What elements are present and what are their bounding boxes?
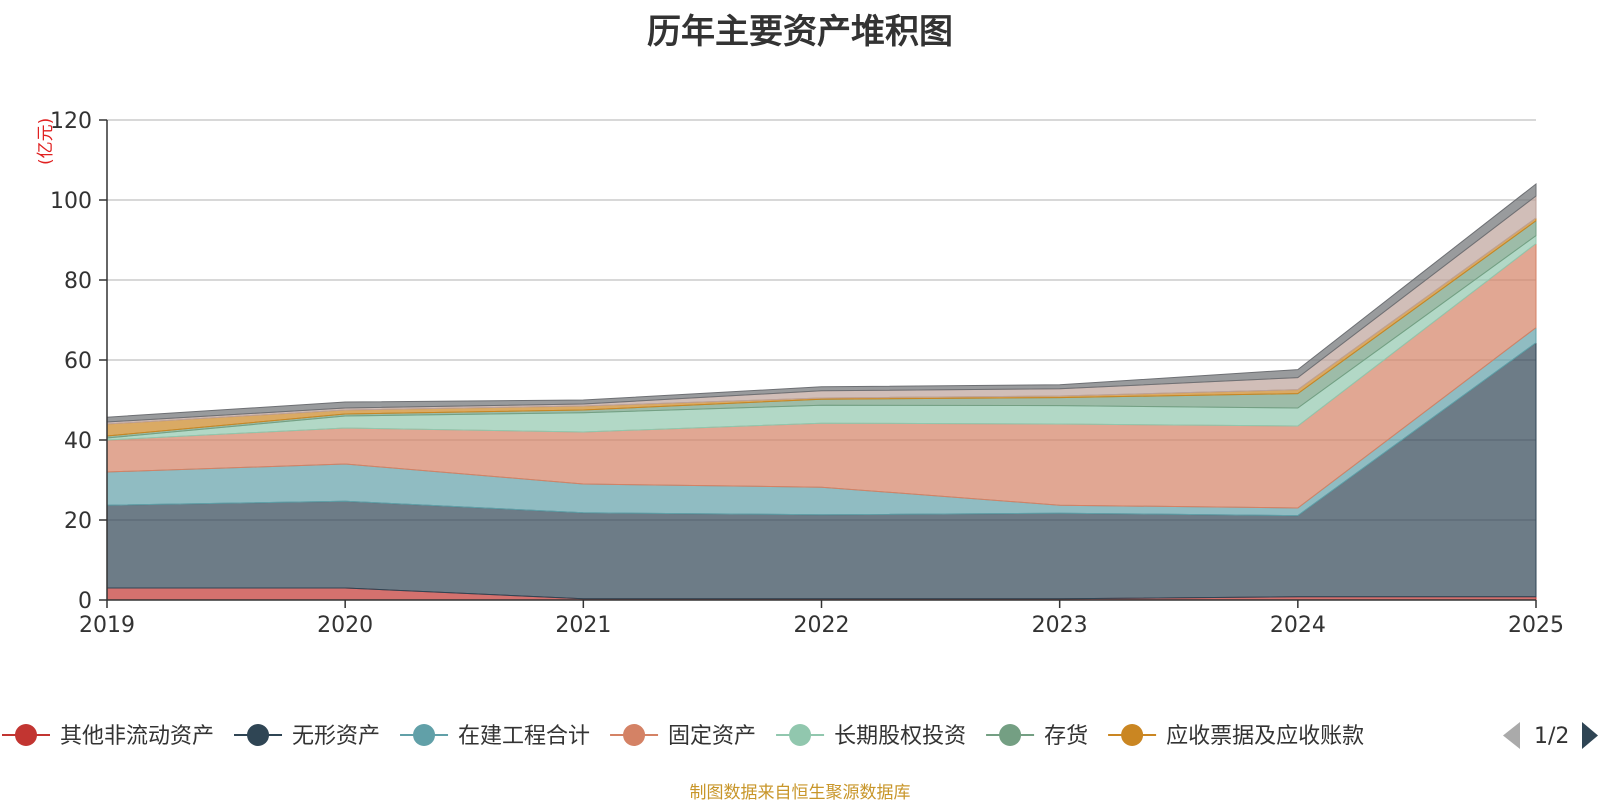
y-tick-label: 100: [50, 189, 92, 214]
x-tick-label: 2024: [1270, 613, 1326, 638]
legend-label: 应收票据及应收账款: [1166, 724, 1364, 749]
legend-circle-icon: [623, 724, 646, 746]
legend-label: 在建工程合计: [458, 724, 590, 749]
legend-page-indicator: 1/2: [1534, 724, 1569, 749]
x-tick-label: 2019: [79, 613, 135, 638]
legend-prev-icon[interactable]: [1503, 722, 1520, 749]
y-tick-label: 20: [64, 509, 92, 534]
legend-circle-icon: [15, 724, 37, 746]
area-series-8[interactable]: [106, 182, 1537, 423]
y-tick-label: 0: [78, 589, 92, 614]
legend-next-icon[interactable]: [1582, 722, 1598, 749]
source-note: 制图数据来自恒生聚源数据库: [689, 783, 911, 803]
x-tick-label: 2020: [317, 613, 373, 638]
legend-circle-icon: [999, 724, 1022, 746]
legend-item[interactable]: 应收票据及应收账款: [1108, 724, 1364, 749]
legend-circle-icon: [413, 724, 436, 746]
x-tick-label: 2021: [555, 613, 611, 638]
legend-label: 固定资产: [668, 724, 756, 749]
legend-item[interactable]: 无形资产: [234, 724, 380, 749]
legend-item[interactable]: 在建工程合计: [400, 724, 590, 749]
legend-label: 长期股权投资: [834, 724, 966, 749]
legend-circle-icon: [789, 724, 812, 746]
legend-item[interactable]: 其他非流动资产: [2, 724, 214, 749]
y-tick-label: 60: [64, 349, 92, 374]
legend-circle-icon: [1121, 724, 1144, 746]
legend-label: 无形资产: [292, 724, 380, 749]
x-tick-label: 2023: [1032, 613, 1088, 638]
y-tick-label: 80: [64, 269, 92, 294]
x-tick-label: 2025: [1508, 613, 1564, 638]
legend-item[interactable]: 存货: [986, 724, 1088, 749]
legend-label: 存货: [1044, 724, 1088, 749]
legend-circle-icon: [247, 724, 270, 746]
legend: 其他非流动资产 无形资产 在建工程合计 固定资产 长期股权投资 存货 应收票据及应收账款 1/…: [2, 722, 1598, 749]
y-tick-label: 40: [64, 429, 92, 454]
chart-title: 历年主要资产堆积图: [647, 12, 953, 52]
axes: 2019 2020 2021 2022 2023 2024 2025: [79, 120, 1564, 638]
x-tick-label: 2022: [794, 613, 850, 638]
legend-label: 其他非流动资产: [60, 724, 214, 749]
legend-item[interactable]: 固定资产: [610, 724, 756, 749]
y-axis-unit-label: (亿元): [36, 118, 56, 165]
y-tick-label: 120: [50, 109, 92, 134]
legend-item[interactable]: 长期股权投资: [776, 724, 966, 749]
series-areas: [106, 182, 1537, 601]
